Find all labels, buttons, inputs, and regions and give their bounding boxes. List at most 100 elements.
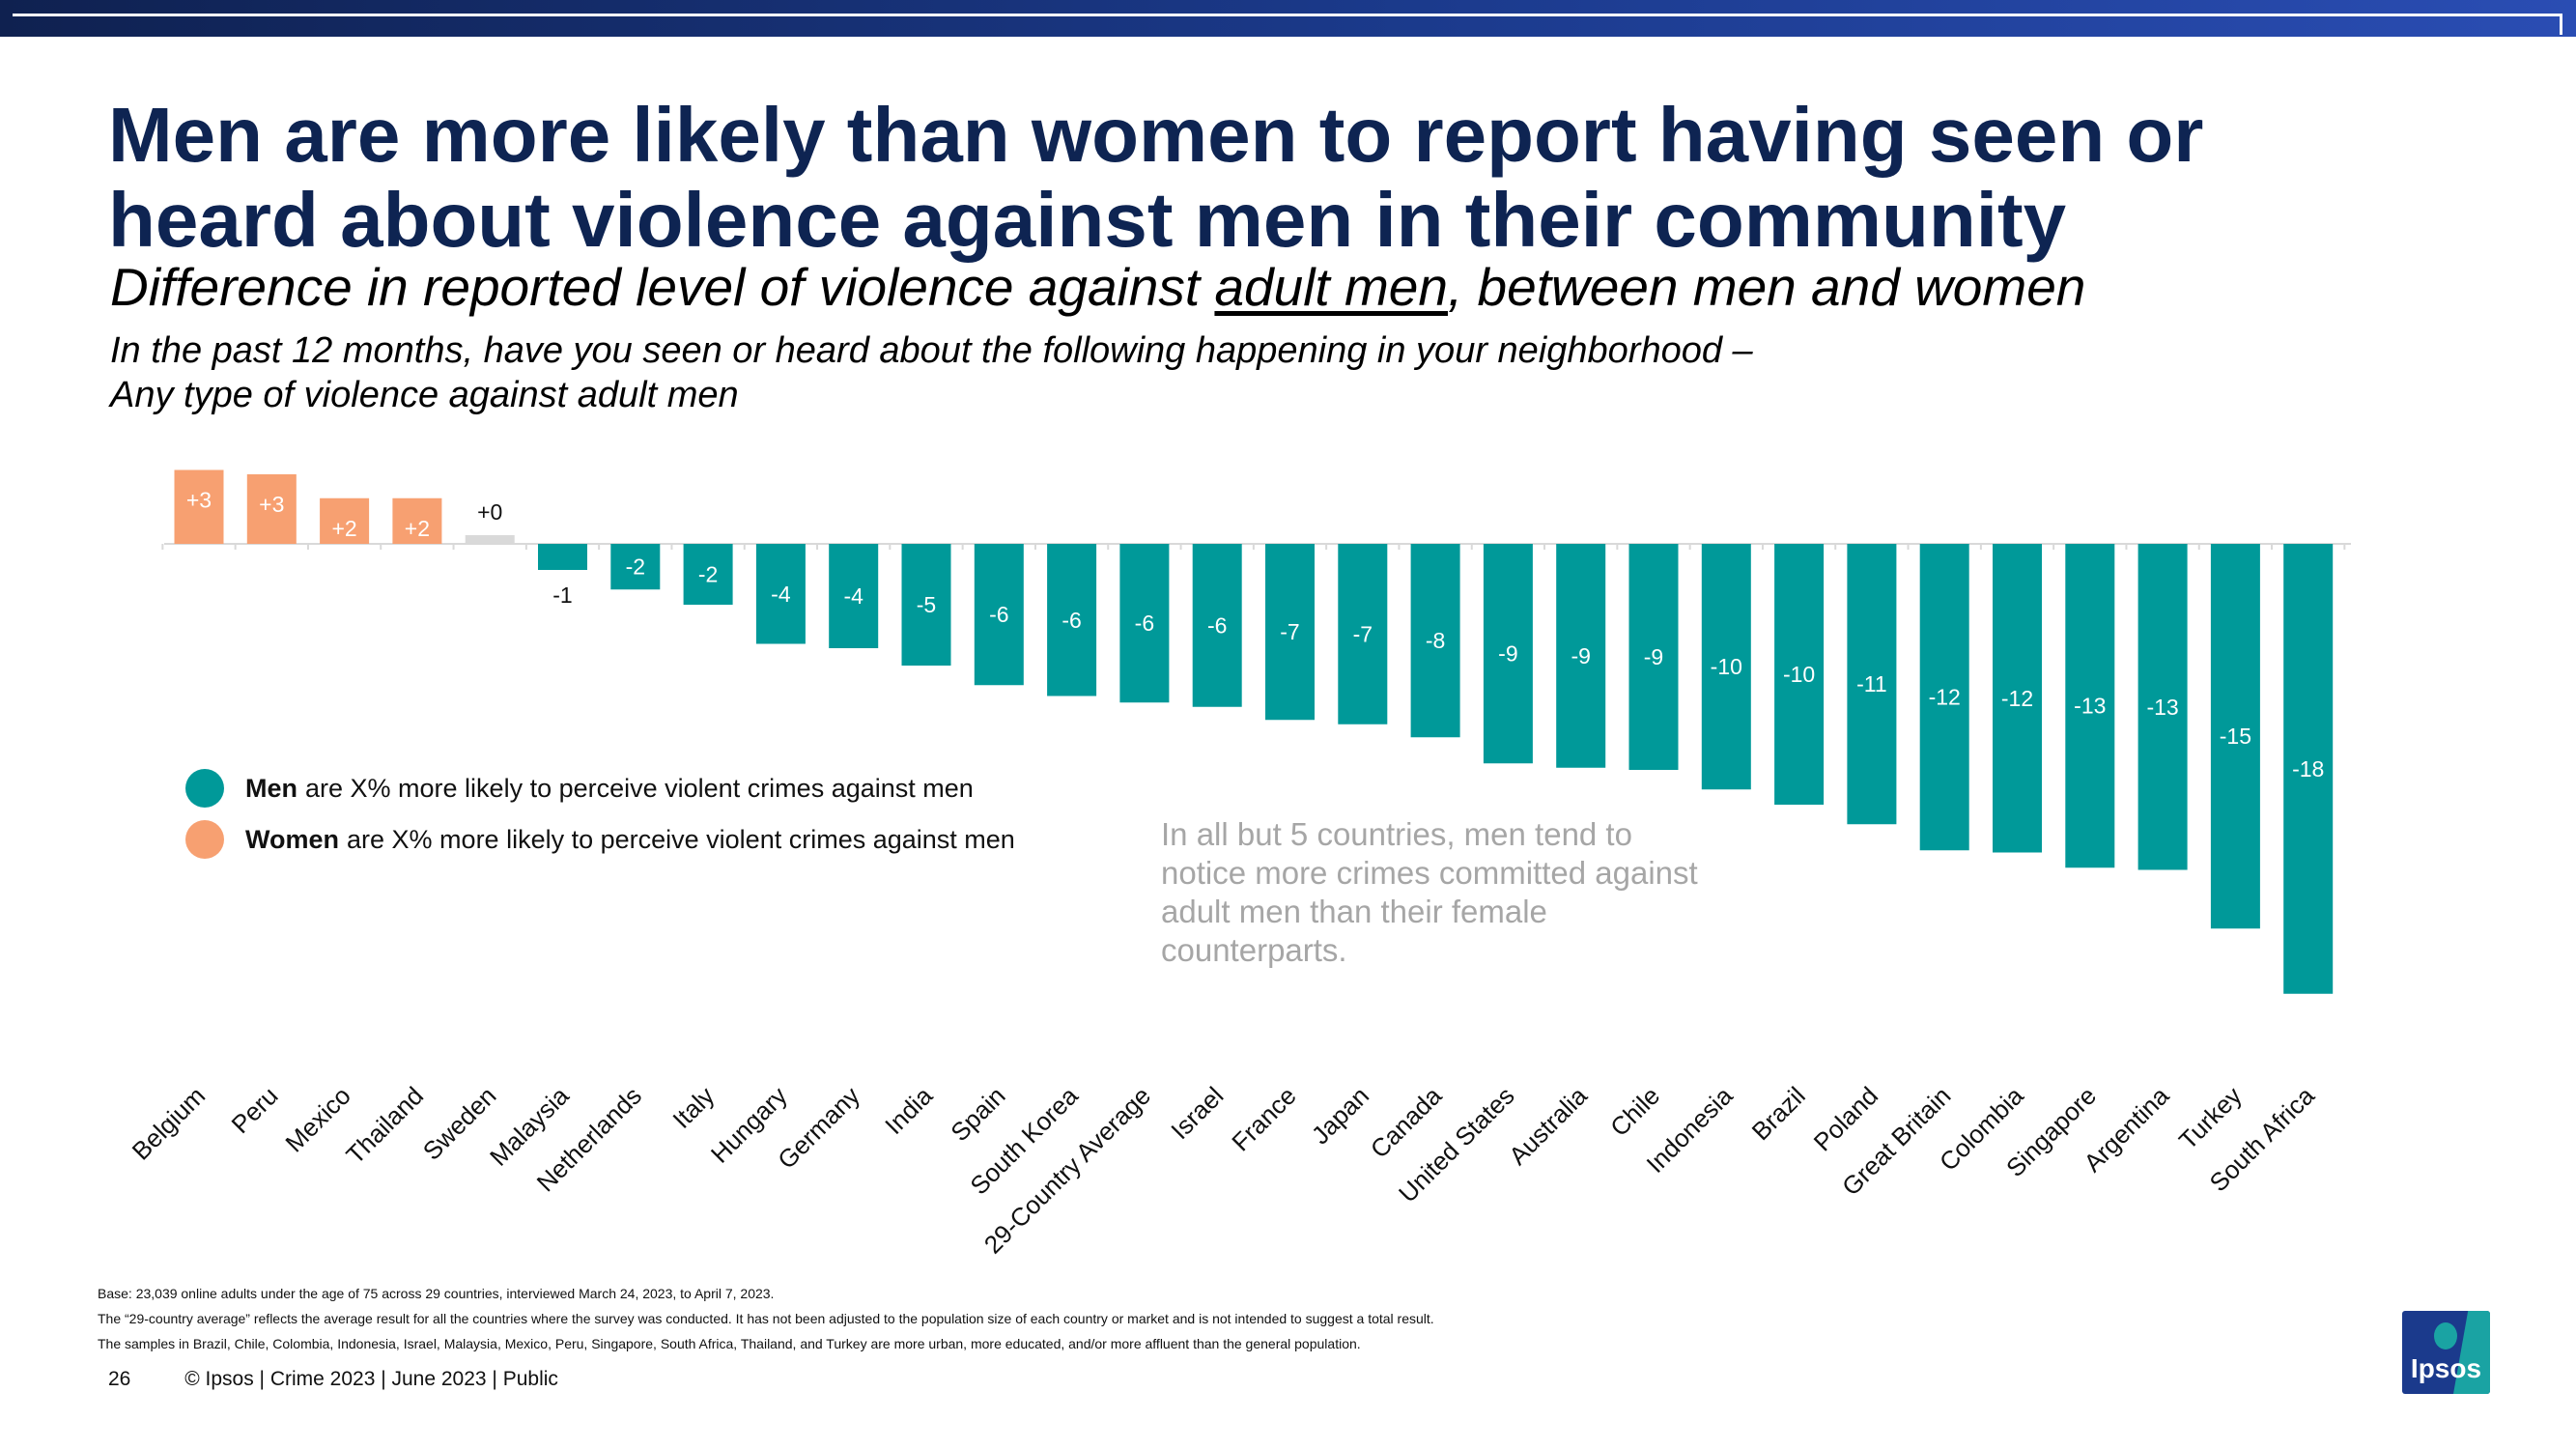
bar-united-states	[1483, 544, 1533, 764]
footnote-samples: The samples in Brazil, Chile, Colombia, …	[98, 1336, 1361, 1351]
data-label: -15	[2220, 724, 2251, 749]
category-label: Belgium	[127, 1081, 212, 1166]
footnotes: Base: 23,039 online adults under the age…	[98, 1281, 2029, 1356]
data-label: -4	[843, 583, 863, 609]
footnote-base: Base: 23,039 online adults under the age…	[98, 1286, 775, 1301]
legend-men-text: are X% more likely to perceive violent c…	[305, 773, 974, 803]
data-label: -6	[1062, 608, 1081, 633]
legend-women-text: are X% more likely to perceive violent c…	[347, 824, 1015, 854]
bar-belgium	[174, 469, 224, 544]
category-label: Italy	[666, 1081, 720, 1134]
bar-india	[901, 544, 951, 666]
page-number: 26	[108, 1368, 131, 1390]
data-label: +3	[186, 488, 212, 513]
top-banner-frame	[13, 14, 2562, 35]
bar-great-britain	[1919, 544, 1969, 851]
category-label: India	[879, 1081, 938, 1140]
bar-france	[1265, 544, 1315, 721]
survey-question-line-2: Any type of violence against adult men	[110, 375, 739, 415]
category-label: France	[1226, 1081, 1301, 1156]
page-title: Men are more likely than women to report…	[108, 93, 2330, 263]
bar-israel	[1192, 544, 1242, 707]
bar-chart: +3Belgium+3Peru+2Mexico+2Thailand+0Swede…	[127, 469, 2351, 1256]
bar-malaysia	[538, 544, 587, 570]
subtitle-part-1: Difference in reported level of violence…	[110, 257, 1215, 317]
bar-thailand	[392, 497, 442, 544]
data-label: -7	[1353, 621, 1373, 646]
footer: 26 © Ipsos | Crime 2023 | June 2023 | Pu…	[108, 1368, 558, 1391]
data-label: -11	[1856, 671, 1887, 696]
footnote-average: The “29-country average” reflects the av…	[98, 1311, 1434, 1326]
bar-netherlands	[610, 544, 661, 590]
data-label: +0	[477, 499, 502, 525]
data-label: -7	[1280, 619, 1299, 644]
page-title-line-2: heard about violence against men in thei…	[108, 177, 2067, 263]
subtitle-underlined: adult men	[1214, 257, 1448, 317]
bar-29-country-average	[1119, 544, 1170, 703]
ipsos-logo: Ipsos	[2402, 1311, 2490, 1394]
bar-indonesia	[1701, 544, 1751, 790]
legend-women-bold: Women	[245, 824, 340, 854]
data-label: -10	[1711, 654, 1742, 679]
data-label: -6	[1207, 612, 1227, 638]
data-label: -9	[1571, 643, 1590, 668]
subtitle-part-2: , between men and women	[1447, 257, 2086, 317]
data-label: +2	[405, 516, 430, 541]
legend-women: Women are X% more likely to perceive vio…	[185, 818, 1015, 861]
data-label: -13	[2074, 694, 2106, 719]
data-label: -18	[2292, 756, 2324, 781]
bar-argentina	[2137, 544, 2188, 870]
legend-men-swatch	[185, 769, 224, 808]
bar-hungary	[755, 544, 806, 644]
bar-south-africa	[2283, 544, 2334, 994]
category-label: Israel	[1165, 1081, 1229, 1145]
bar-chile	[1628, 544, 1679, 770]
callout-text: In all but 5 countries, men tend to noti…	[1161, 816, 1698, 968]
bar-mexico	[320, 497, 370, 544]
top-banner	[0, 0, 2576, 37]
data-label: -6	[989, 602, 1008, 627]
survey-question-line-1: In the past 12 months, have you seen or …	[110, 330, 1753, 371]
chart-subtitle: Difference in reported level of violence…	[110, 255, 2085, 319]
data-label: -12	[1929, 685, 1961, 710]
category-label: Peru	[225, 1081, 283, 1139]
data-label: +2	[331, 516, 356, 541]
bar-spain	[974, 544, 1024, 686]
legend-women-swatch	[185, 820, 224, 859]
data-label: -4	[771, 582, 791, 607]
bar-japan	[1338, 544, 1388, 724]
bar-singapore	[2065, 544, 2115, 868]
data-label: -1	[552, 582, 572, 608]
bar-brazil	[1774, 544, 1825, 805]
data-label: -12	[2001, 686, 2033, 711]
logo-mark-icon	[2434, 1322, 2457, 1350]
bar-italy	[683, 544, 733, 605]
bar-poland	[1847, 544, 1897, 825]
survey-question: In the past 12 months, have you seen or …	[110, 328, 1753, 417]
legend-men: Men are X% more likely to perceive viole…	[185, 767, 974, 810]
bar-colombia	[1993, 544, 2042, 853]
data-label: -13	[2146, 695, 2178, 720]
data-label: -9	[1498, 641, 1517, 667]
data-label: -2	[626, 554, 645, 580]
data-label: -2	[698, 562, 718, 587]
data-label: -6	[1135, 611, 1154, 636]
bar-australia	[1556, 544, 1606, 768]
bar-germany	[829, 544, 879, 648]
legend-men-bold: Men	[245, 773, 297, 803]
category-label: Chile	[1604, 1081, 1665, 1142]
data-label: -10	[1783, 662, 1815, 687]
data-label: -9	[1644, 644, 1663, 669]
footer-text: © Ipsos | Crime 2023 | June 2023 | Publi…	[184, 1368, 558, 1390]
data-label: -5	[917, 592, 936, 617]
bar-canada	[1410, 544, 1460, 738]
category-label: Thailand	[340, 1081, 429, 1170]
data-label: +3	[259, 492, 284, 517]
bar-peru	[246, 474, 297, 544]
bar-turkey	[2210, 544, 2260, 929]
data-label: -8	[1426, 628, 1445, 653]
category-label: Brazil	[1746, 1081, 1811, 1146]
category-label: Australia	[1503, 1081, 1593, 1171]
page-title-line-1: Men are more likely than women to report…	[108, 92, 2204, 178]
category-label: Spain	[945, 1081, 1010, 1147]
